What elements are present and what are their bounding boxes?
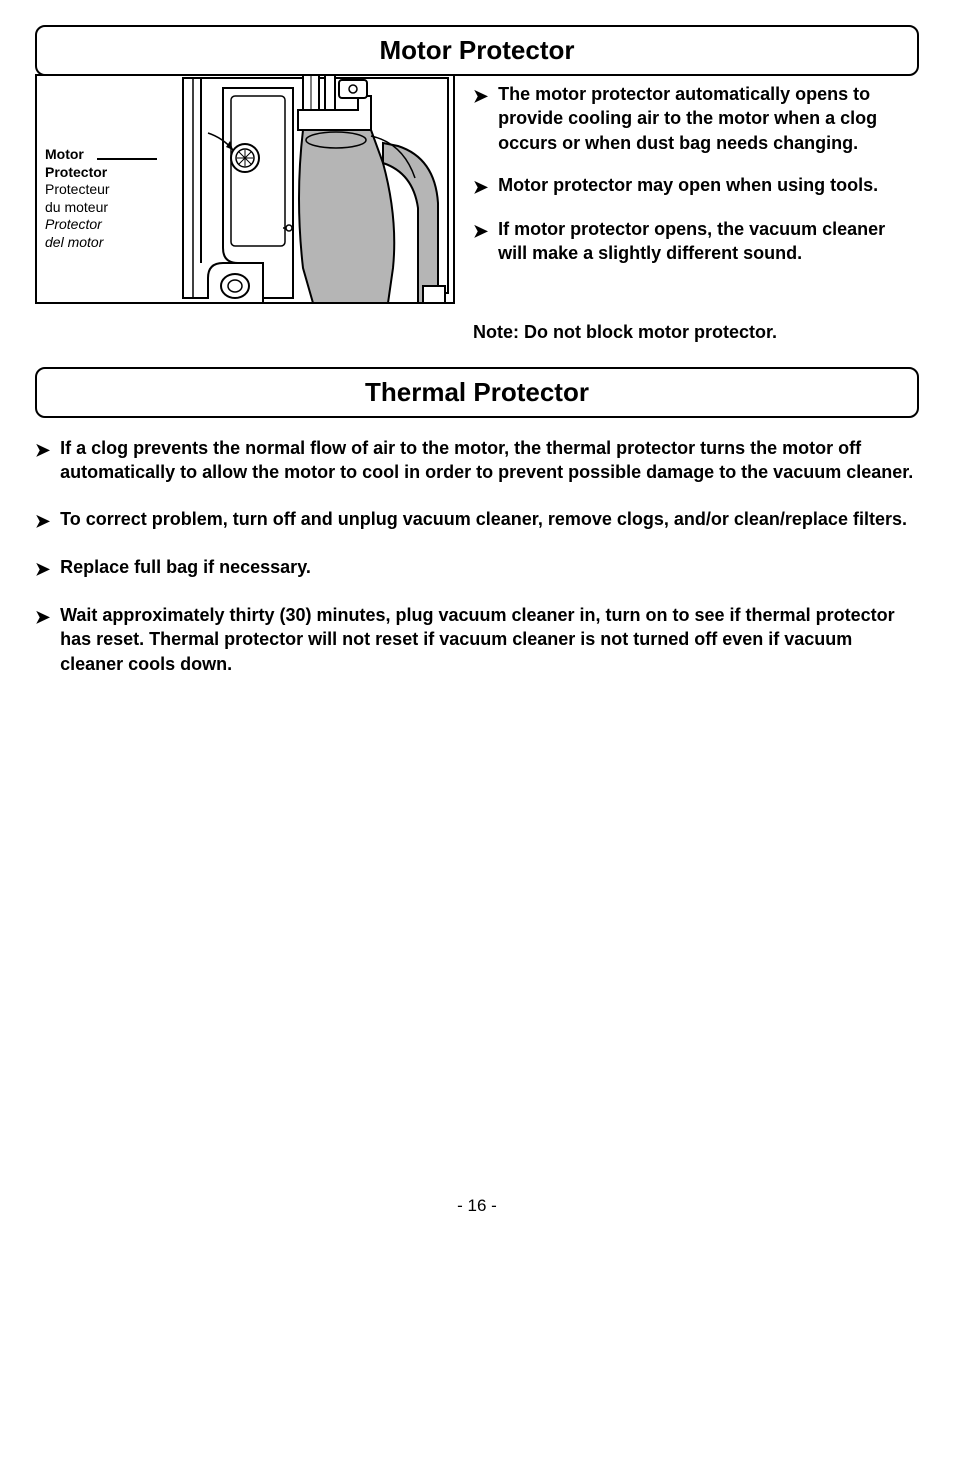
motor-protector-title: Motor Protector [37, 35, 917, 66]
motor-protector-row: Motor Protector Protecteur du moteur Pro… [35, 74, 919, 304]
thermal-bullet-3-text: Replace full bag if necessary. [60, 555, 311, 579]
thermal-bullet-1: ➤ If a clog prevents the normal flow of … [35, 436, 919, 485]
motor-bullet-2-text: Motor protector may open when using tool… [498, 173, 878, 197]
label-line-3: Protecteur [45, 181, 110, 199]
bullet-arrow-icon: ➤ [473, 219, 488, 243]
motor-protector-heading-box: Motor Protector [35, 25, 919, 76]
thermal-protector-heading-box: Thermal Protector [35, 367, 919, 418]
thermal-bullet-1-text: If a clog prevents the normal flow of ai… [60, 436, 919, 485]
motor-bullet-2: ➤ Motor protector may open when using to… [473, 173, 919, 199]
diagram-label: Motor Protector Protecteur du moteur Pro… [45, 146, 110, 251]
thermal-bullet-2-text: To correct problem, turn off and unplug … [60, 507, 907, 531]
thermal-bullet-4-text: Wait approximately thirty (30) minutes, … [60, 603, 919, 676]
vacuum-illustration [153, 74, 453, 304]
thermal-protector-title: Thermal Protector [37, 377, 917, 408]
motor-bullet-1-text: The motor protector automatically opens … [498, 82, 919, 155]
bullet-arrow-icon: ➤ [35, 509, 50, 533]
motor-bullet-3: ➤ If motor protector opens, the vacuum c… [473, 217, 919, 266]
motor-protector-diagram: Motor Protector Protecteur du moteur Pro… [35, 74, 455, 304]
label-line-1: Motor [45, 146, 110, 164]
label-line-2: Protector [45, 164, 110, 182]
label-line-4: du moteur [45, 199, 110, 217]
bullet-arrow-icon: ➤ [473, 84, 488, 108]
thermal-bullet-4: ➤ Wait approximately thirty (30) minutes… [35, 603, 919, 676]
motor-bullet-3-text: If motor protector opens, the vacuum cle… [498, 217, 919, 266]
label-line-6: del motor [45, 234, 110, 252]
label-line-5: Protector [45, 216, 110, 234]
page-number: - 16 - [35, 1196, 919, 1216]
thermal-protector-bullets: ➤ If a clog prevents the normal flow of … [35, 436, 919, 676]
motor-bullet-1: ➤ The motor protector automatically open… [473, 82, 919, 155]
thermal-bullet-2: ➤ To correct problem, turn off and unplu… [35, 507, 919, 533]
bullet-arrow-icon: ➤ [35, 557, 50, 581]
bullet-arrow-icon: ➤ [35, 438, 50, 462]
bullet-arrow-icon: ➤ [35, 605, 50, 629]
motor-protector-note: Note: Do not block motor protector. [473, 322, 919, 343]
thermal-bullet-3: ➤ Replace full bag if necessary. [35, 555, 919, 581]
bullet-arrow-icon: ➤ [473, 175, 488, 199]
motor-protector-bullets: ➤ The motor protector automatically open… [455, 74, 919, 284]
